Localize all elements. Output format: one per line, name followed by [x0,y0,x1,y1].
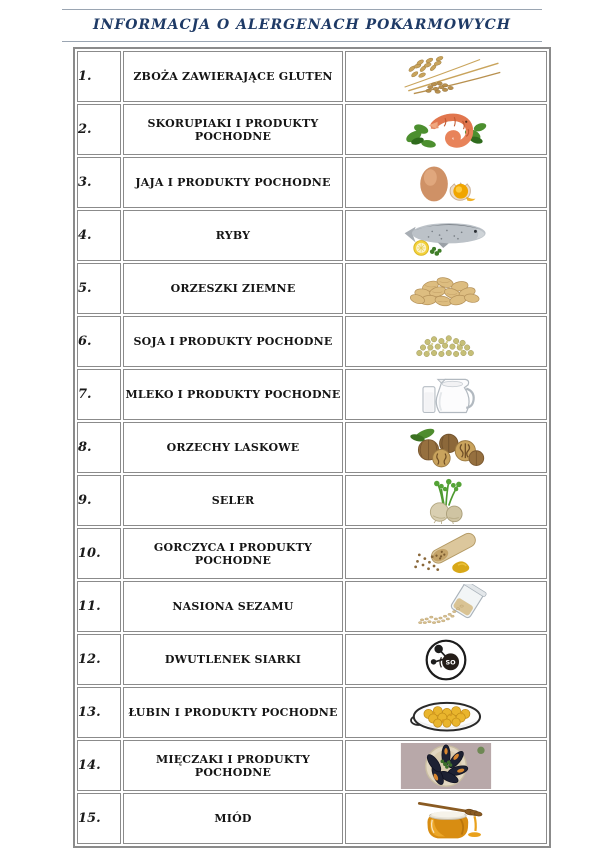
allergen-name: NASIONA SEZAMU [123,581,343,632]
fish-image [404,222,486,256]
table-row: 15. MIÓD [77,793,547,844]
allergen-image-cell [345,369,547,420]
allergen-name: JAJA I PRODUKTY POCHODNE [123,157,343,208]
allergen-name: DWUTLENEK SIARKI [123,634,343,685]
row-number: 5. [77,263,121,314]
mussels-image [400,742,492,789]
row-number: 4. [77,210,121,261]
row-number: 11. [77,581,121,632]
allergen-name: SELER [123,475,343,526]
table-row: 12. DWUTLENEK SIARKI SO [77,634,547,685]
allergen-table: 1. ZBOŻA ZAWIERAJĄCE GLUTEN [73,47,551,848]
lupin-beans-image [410,701,482,731]
table-row: 3. JAJA I PRODUKTY POCHODNE [77,157,547,208]
row-number: 8. [77,422,121,473]
allergen-name: ORZESZKI ZIEMNE [123,263,343,314]
allergen-image-cell: SO [345,634,547,685]
sulfur-dioxide-icon: SO [425,639,467,680]
allergen-image-cell [345,528,547,579]
row-number: 7. [77,369,121,420]
table-row: 6. SOJA I PRODUKTY POCHODNE [77,316,547,367]
row-number: 15. [77,793,121,844]
table-row: 7. MLEKO I PRODUKTY POCHODNE [77,369,547,420]
celery-root-image [429,478,463,524]
allergen-image-cell [345,210,547,261]
allergen-name: ŁUBIN I PRODUKTY POCHODNE [123,687,343,738]
row-number: 9. [77,475,121,526]
allergen-image-cell [345,104,547,155]
soybeans-image [416,334,474,357]
allergen-name: RYBY [123,210,343,261]
eggs-image [420,165,476,201]
allergen-image-cell [345,475,547,526]
allergen-image-cell [345,316,547,367]
row-number: 12. [77,634,121,685]
walnuts-image [410,428,485,467]
shrimp-crustaceans-image [406,113,487,148]
table-row: 4. RYBY [77,210,547,261]
allergen-name: MIĘCZAKI I PRODUKTY POCHODNE [123,740,343,791]
allergen-image-cell [345,687,547,738]
table-row: 1. ZBOŻA ZAWIERAJĄCE GLUTEN [77,51,547,102]
sesame-seeds-image [418,583,487,624]
milk-jug-image [422,378,475,413]
row-number: 3. [77,157,121,208]
allergen-image-cell [345,793,547,844]
allergen-image-cell [345,51,547,102]
row-number: 6. [77,316,121,367]
allergen-name: MLEKO I PRODUKTY POCHODNE [123,369,343,420]
allergen-name: ORZECHY LASKOWE [123,422,343,473]
allergen-name: SOJA I PRODUKTY POCHODNE [123,316,343,367]
allergen-name: ZBOŻA ZAWIERAJĄCE GLUTEN [123,51,343,102]
peanuts-image [409,276,480,306]
row-number: 10. [77,528,121,579]
page-title: INFORMACJA O ALERGENACH POKARMOWYCH [93,17,511,33]
table-row: 5. ORZESZKI ZIEMNE [77,263,547,314]
allergen-image-cell [345,740,547,791]
row-number: 14. [77,740,121,791]
row-number: 2. [77,104,121,155]
allergen-name: GORCZYCA I PRODUKTY POCHODNE [123,528,343,579]
wheat-gluten-image [404,55,501,94]
allergen-name: SKORUPIAKI I PRODUKTY POCHODNE [123,104,343,155]
row-number: 13. [77,687,121,738]
allergen-image-cell [345,263,547,314]
table-row: 13. ŁUBIN I PRODUKTY POCHODNE [77,687,547,738]
allergen-image-cell [345,157,547,208]
row-number: 1. [77,51,121,102]
allergen-name: MIÓD [123,793,343,844]
table-row: 2. SKORUPIAKI I PRODUKTY POCHODNE [77,104,547,155]
table-row: 10. GORCZYCA I PRODUKTY POCHODNE [77,528,547,579]
mustard-image [414,532,476,573]
table-row: 9. SELER [77,475,547,526]
table-row: 11. NASIONA SEZAMU [77,581,547,632]
table-row: 8. ORZECHY LASKOWE [77,422,547,473]
title-block: INFORMACJA O ALERGENACH POKARMOWYCH [62,9,542,42]
svg-text:SO: SO [446,658,457,666]
honey-jar-image [417,801,483,838]
table-row: 14. MIĘCZAKI I PRODUKTY POCHODNE [77,740,547,791]
allergen-image-cell [345,422,547,473]
allergen-image-cell [345,581,547,632]
